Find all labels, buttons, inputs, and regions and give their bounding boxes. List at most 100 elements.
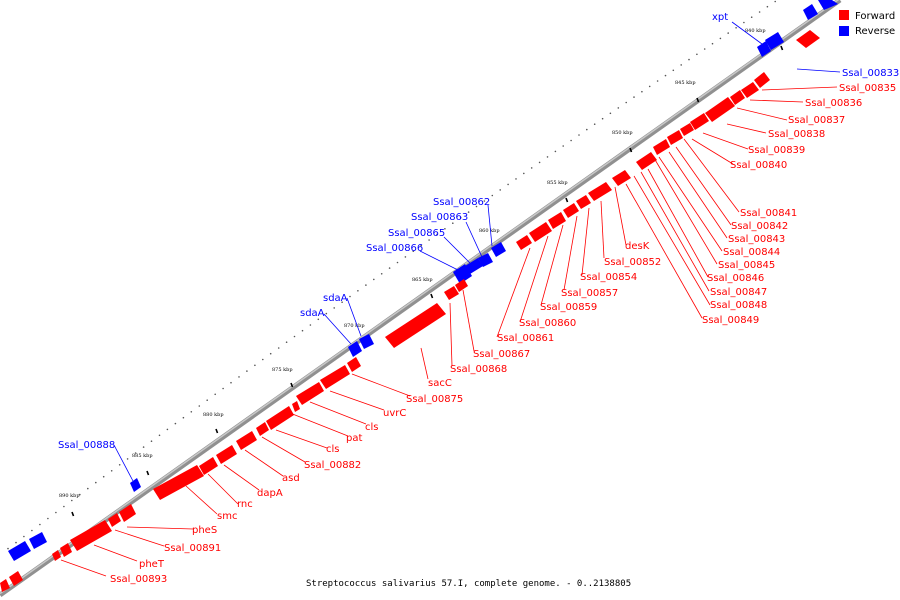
- forward-gene-label[interactable]: Ssal_00868: [450, 364, 507, 375]
- forward-gene-label[interactable]: Ssal_00835: [839, 83, 896, 94]
- legend-forward-swatch: [839, 10, 849, 20]
- ruler-tick: [780, 45, 784, 51]
- forward-gene-label[interactable]: uvrC: [383, 408, 406, 419]
- ruler-dot: [365, 284, 367, 286]
- genome-backbone: [0, 0, 842, 598]
- ruler-dot: [766, 5, 769, 8]
- ruler-dot: [7, 547, 9, 550]
- forward-gene[interactable]: [0, 30, 820, 592]
- reverse-gene-label[interactable]: xpt: [712, 12, 728, 23]
- forward-gene-label[interactable]: pheT: [139, 559, 165, 570]
- legend: Forward Reverse: [839, 10, 895, 37]
- ruler-dot: [570, 139, 572, 142]
- reverse-gene-label[interactable]: Ssal_00863: [411, 212, 468, 223]
- forward-gene-label[interactable]: Ssal_00838: [768, 129, 825, 140]
- ruler-dot: [774, 0, 776, 3]
- ruler-dot: [703, 48, 706, 50]
- ruler-dot: [727, 32, 729, 34]
- forward-gene-label[interactable]: Ssal_00847: [710, 287, 767, 298]
- reverse-gene-label[interactable]: Ssal_00866: [366, 243, 423, 254]
- reverse-gene-label[interactable]: sdaA: [300, 308, 325, 319]
- forward-gene-label[interactable]: Ssal_00882: [304, 460, 361, 471]
- ruler-tick: [71, 511, 75, 517]
- ruler-dot: [467, 211, 470, 213]
- forward-gene-label[interactable]: Ssal_00840: [730, 160, 787, 171]
- forward-gene-label[interactable]: Ssal_00839: [748, 145, 805, 156]
- forward-gene-label[interactable]: pat: [346, 433, 362, 444]
- forward-gene-label[interactable]: Ssal_00854: [580, 272, 637, 283]
- forward-gene-label[interactable]: Ssal_00852: [604, 257, 661, 268]
- reverse-gene-label[interactable]: Ssal_00888: [58, 440, 115, 451]
- ruler-dot: [380, 273, 383, 275]
- forward-gene-label[interactable]: Ssal_00857: [561, 288, 618, 299]
- ruler-dot: [333, 307, 336, 309]
- ruler-dot: [515, 178, 517, 180]
- reverse-gene-label[interactable]: Ssal_00865: [388, 228, 445, 239]
- ruler-dot: [118, 464, 121, 466]
- ruler-dot: [31, 529, 33, 532]
- ruler-tick: [629, 147, 633, 153]
- reverse-gene-label[interactable]: Ssal_00833: [842, 68, 899, 79]
- ruler-dot: [222, 387, 224, 390]
- forward-gene-label[interactable]: sacC: [428, 378, 452, 389]
- ruler-tick-label: 880 kbp: [203, 412, 224, 418]
- ruler-dot: [491, 194, 494, 197]
- ruler-dot: [711, 42, 714, 45]
- ruler-dot: [277, 347, 280, 349]
- forward-gene-label[interactable]: cls: [326, 444, 340, 455]
- forward-gene-label[interactable]: Ssal_00837: [788, 115, 845, 126]
- ruler-tick-label: 855 kbp: [547, 180, 568, 186]
- forward-gene-label[interactable]: desK: [625, 241, 650, 252]
- ruler-dot: [47, 517, 49, 520]
- forward-gene-label[interactable]: Ssal_00846: [707, 273, 764, 284]
- forward-gene-label[interactable]: Ssal_00875: [406, 394, 463, 405]
- ruler-tick-label: 840 kbp: [745, 28, 766, 34]
- legend-forward-label: Forward: [855, 11, 895, 22]
- forward-gene-label[interactable]: asd: [282, 473, 300, 484]
- ruler-tick: [215, 428, 219, 434]
- forward-gene-label[interactable]: Ssal_00849: [702, 315, 759, 326]
- forward-gene-label[interactable]: Ssal_00859: [540, 302, 597, 313]
- ruler-dot: [499, 189, 502, 191]
- reverse-gene-label[interactable]: sdaA: [323, 293, 348, 304]
- reverse-gene-label[interactable]: Ssal_00862: [433, 197, 490, 208]
- ruler-dot: [507, 183, 509, 186]
- ruler-dot: [246, 370, 248, 372]
- ruler-dot: [586, 128, 588, 131]
- ruler-dot: [578, 134, 580, 136]
- ruler-dot: [404, 256, 407, 258]
- reverse-gene[interactable]: [8, 0, 838, 561]
- forward-gene-label[interactable]: rnc: [237, 499, 253, 510]
- forward-gene-label[interactable]: Ssal_00844: [723, 247, 780, 258]
- forward-gene-label[interactable]: Ssal_00848: [710, 300, 767, 311]
- forward-gene-label[interactable]: Ssal_00842: [731, 221, 788, 232]
- ruler-dot: [562, 145, 564, 147]
- ruler-dot: [546, 156, 549, 158]
- forward-gene-label[interactable]: Ssal_00891: [164, 543, 221, 554]
- ruler-dot: [182, 416, 185, 419]
- ruler-dot: [126, 458, 129, 460]
- forward-gene-label[interactable]: pheS: [192, 525, 217, 536]
- forward-gene-label[interactable]: cls: [365, 422, 379, 433]
- ruler-dot: [349, 295, 351, 298]
- ruler-dot: [656, 80, 659, 82]
- forward-gene-label[interactable]: Ssal_00845: [718, 260, 775, 271]
- coordinate-ruler: 840 kbp 845 kbp 850 kbp 855 kbp 860 kbp 865 k…: [7, 0, 784, 550]
- forward-gene-label[interactable]: Ssal_00861: [497, 333, 554, 344]
- forward-gene-label[interactable]: Ssal_00893: [110, 574, 167, 585]
- forward-gene-label[interactable]: Ssal_00841: [740, 208, 797, 219]
- ruler-dot: [625, 101, 627, 104]
- ruler-tick-label: 850 kbp: [612, 130, 633, 136]
- ruler-dot: [150, 440, 153, 443]
- forward-gene-label[interactable]: Ssal_00843: [728, 234, 785, 245]
- forward-gene-label[interactable]: smc: [217, 511, 237, 522]
- forward-gene-label[interactable]: Ssal_00860: [519, 318, 576, 329]
- ruler-dot: [428, 239, 430, 241]
- ruler-dot: [238, 376, 240, 378]
- ruler-dot: [79, 493, 81, 496]
- ruler-dot: [475, 205, 478, 208]
- ruler-tick: [696, 97, 700, 103]
- forward-gene-label[interactable]: Ssal_00836: [805, 98, 862, 109]
- forward-gene-label[interactable]: dapA: [257, 488, 283, 499]
- forward-gene-label[interactable]: Ssal_00867: [473, 349, 530, 360]
